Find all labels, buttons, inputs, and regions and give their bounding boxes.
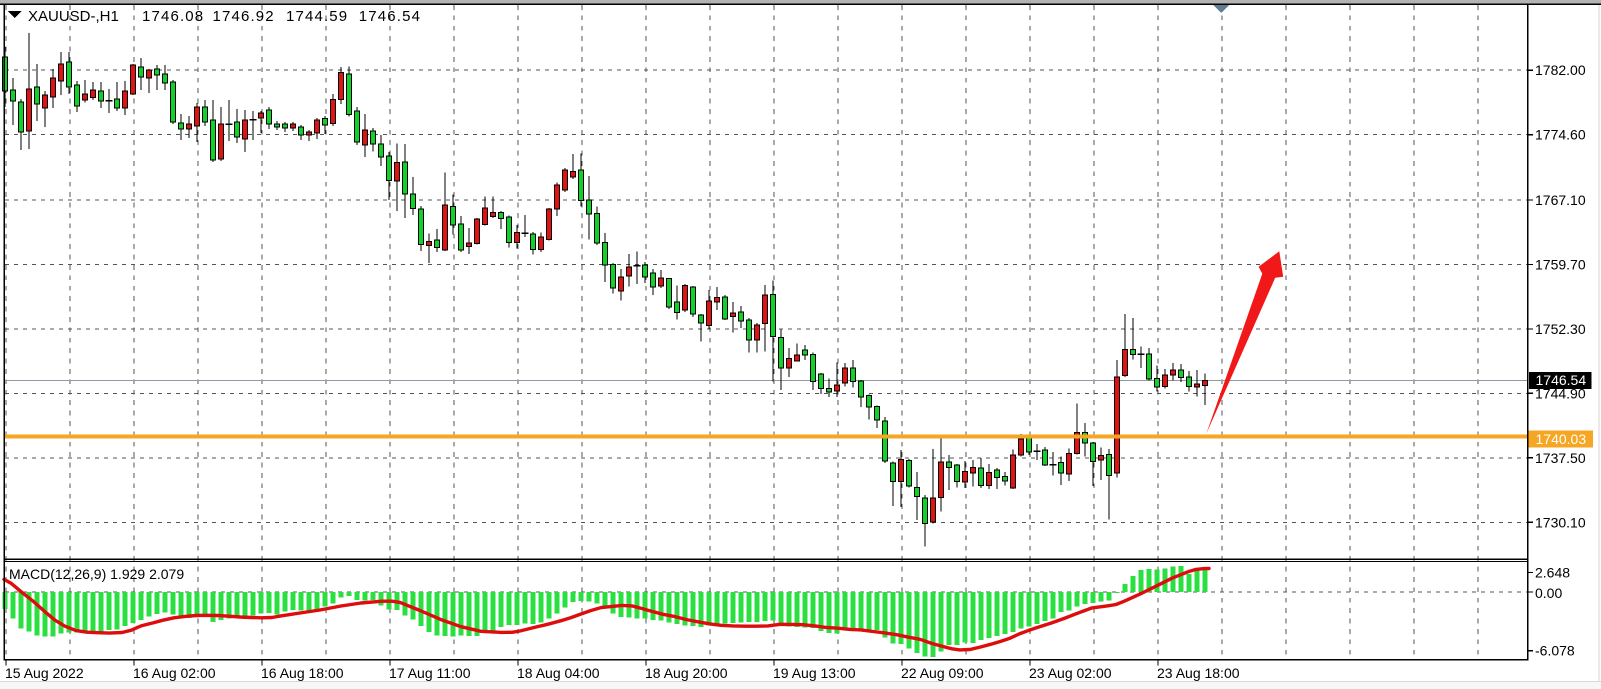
svg-text:1746.54: 1746.54	[1536, 372, 1587, 388]
svg-text:18 Aug 04:00: 18 Aug 04:00	[517, 665, 600, 681]
svg-text:19 Aug 13:00: 19 Aug 13:00	[773, 665, 856, 681]
svg-text:2.648: 2.648	[1535, 564, 1570, 580]
svg-text:1752.30: 1752.30	[1535, 321, 1586, 337]
svg-text:1740.03: 1740.03	[1536, 431, 1587, 447]
svg-text:15 Aug 2022: 15 Aug 2022	[5, 665, 84, 681]
svg-text:MACD(12,26,9) 1.929 2.079: MACD(12,26,9) 1.929 2.079	[9, 566, 184, 582]
svg-text:-6.078: -6.078	[1535, 643, 1575, 659]
svg-text:1746.08: 1746.08	[142, 8, 204, 25]
svg-text:23 Aug 18:00: 23 Aug 18:00	[1157, 665, 1240, 681]
svg-text:1746.92: 1746.92	[213, 8, 275, 25]
svg-text:1730.10: 1730.10	[1535, 514, 1586, 530]
svg-text:16 Aug 18:00: 16 Aug 18:00	[261, 665, 344, 681]
svg-text:18 Aug 20:00: 18 Aug 20:00	[645, 665, 728, 681]
svg-text:23 Aug 02:00: 23 Aug 02:00	[1029, 665, 1112, 681]
svg-text:1746.54: 1746.54	[359, 8, 421, 25]
svg-text:1782.00: 1782.00	[1535, 62, 1586, 78]
svg-text:1759.70: 1759.70	[1535, 256, 1586, 272]
svg-text:0.00: 0.00	[1535, 585, 1562, 601]
svg-text:1737.50: 1737.50	[1535, 450, 1586, 466]
svg-text:17 Aug 11:00: 17 Aug 11:00	[389, 665, 471, 681]
svg-text:1767.10: 1767.10	[1535, 192, 1586, 208]
svg-text:1774.60: 1774.60	[1535, 127, 1586, 143]
svg-text:22 Aug 09:00: 22 Aug 09:00	[901, 665, 984, 681]
svg-text:XAUUSD-,H1: XAUUSD-,H1	[28, 8, 119, 25]
svg-text:1744.90: 1744.90	[1535, 385, 1586, 401]
svg-text:16 Aug 02:00: 16 Aug 02:00	[133, 665, 216, 681]
svg-text:1744.59: 1744.59	[286, 8, 348, 25]
